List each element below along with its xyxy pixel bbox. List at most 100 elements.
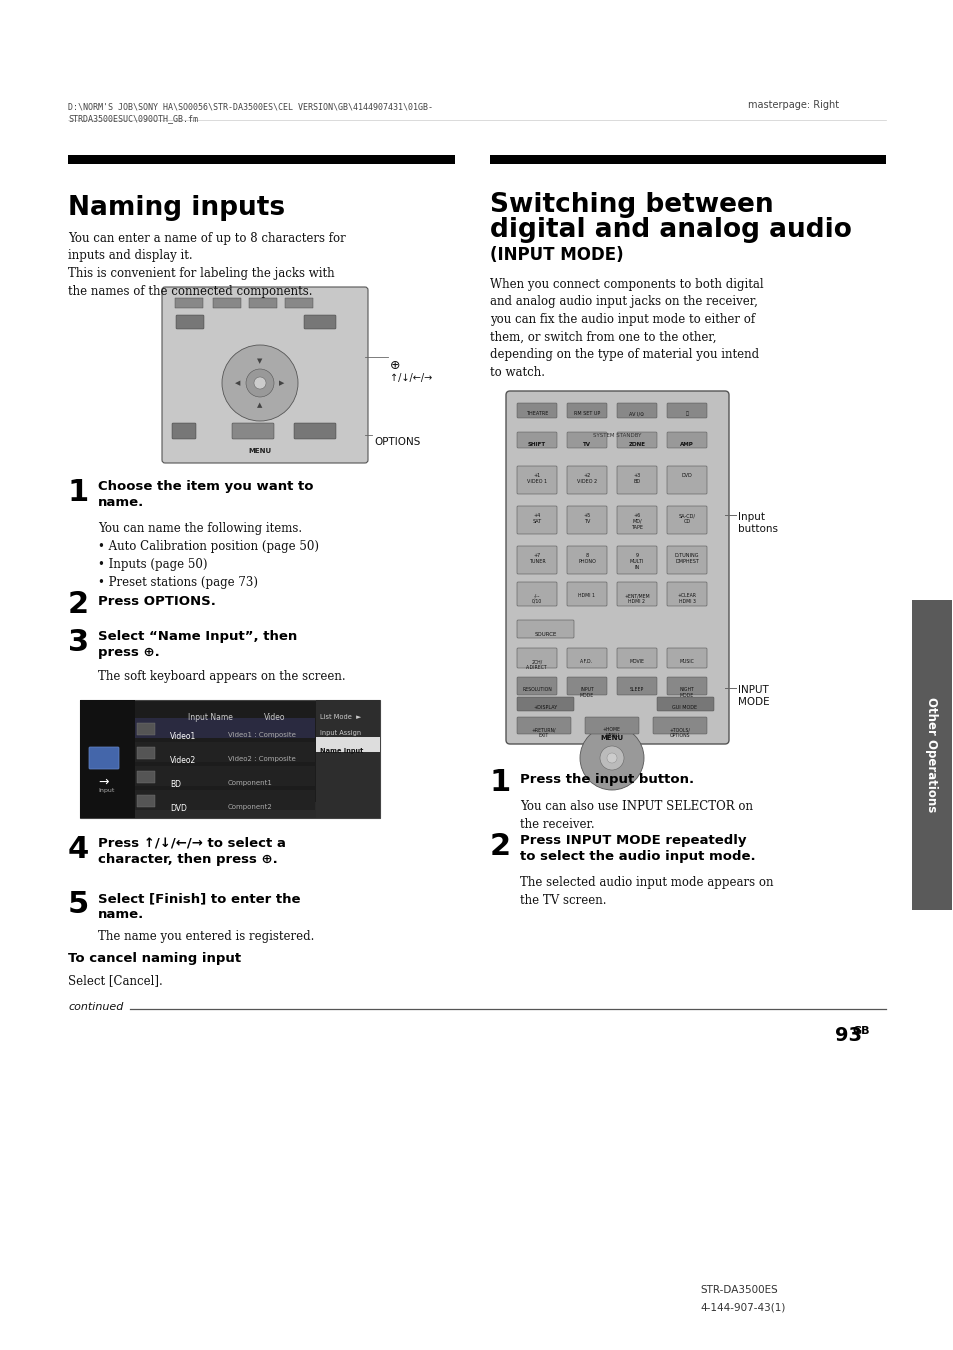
Text: +7
TUNER: +7 TUNER [528,554,545,564]
Text: MOVIE: MOVIE [629,659,644,664]
Text: 1: 1 [68,478,90,508]
FancyBboxPatch shape [517,582,557,606]
Text: D:\NORM'S JOB\SONY HA\SO0056\STR-DA3500ES\CEL VERSION\GB\4144907431\01GB-
STRDA3: D:\NORM'S JOB\SONY HA\SO0056\STR-DA3500E… [68,103,433,123]
Bar [135,790,314,810]
Bar [135,765,314,786]
Circle shape [579,726,643,790]
FancyBboxPatch shape [584,717,639,734]
FancyBboxPatch shape [617,404,657,418]
Text: ↑/↓/←/→: ↑/↓/←/→ [390,373,432,383]
FancyBboxPatch shape [617,506,657,535]
Text: ▲: ▲ [257,402,262,408]
Bar [315,701,379,818]
Bar [135,802,379,818]
Text: The soft keyboard appears on the screen.: The soft keyboard appears on the screen. [98,670,345,683]
Text: SA-CD/
CD: SA-CD/ CD [678,513,695,524]
Text: SLEEP: SLEEP [629,687,643,693]
Bar [315,737,379,752]
Text: +HOME
MENU: +HOME MENU [602,728,620,738]
Text: MUSIC: MUSIC [679,659,694,664]
FancyBboxPatch shape [162,288,368,463]
Bar [135,743,314,761]
FancyBboxPatch shape [566,582,606,606]
Text: +TOOLS/
OPTIONS: +TOOLS/ OPTIONS [669,728,690,738]
Text: 93: 93 [834,1026,862,1045]
Text: Input Assign: Input Assign [319,730,361,736]
FancyBboxPatch shape [617,466,657,494]
Bar [249,298,276,308]
Text: Select [Cancel].: Select [Cancel]. [68,973,163,987]
Text: Video2 : Composite: Video2 : Composite [228,756,295,761]
FancyBboxPatch shape [517,648,557,668]
Text: Input
buttons: Input buttons [738,512,778,535]
Bar [137,795,154,807]
Text: OPTIONS: OPTIONS [374,437,420,447]
Bar [174,298,203,308]
FancyBboxPatch shape [505,392,728,744]
Text: 3: 3 [68,628,89,657]
Text: ◀: ◀ [235,379,240,386]
Text: +CLEAR
HDMI 3: +CLEAR HDMI 3 [677,593,696,603]
Text: NIGHT
MODE: NIGHT MODE [679,687,694,698]
FancyBboxPatch shape [517,404,557,418]
Text: Naming inputs: Naming inputs [68,194,285,221]
Text: 2: 2 [490,832,511,861]
Text: ▼: ▼ [257,358,262,364]
FancyBboxPatch shape [666,404,706,418]
Text: Video2: Video2 [170,756,196,765]
FancyBboxPatch shape [566,676,606,695]
FancyBboxPatch shape [517,676,557,695]
FancyBboxPatch shape [666,582,706,606]
Text: HDMI 1: HDMI 1 [578,593,595,598]
Circle shape [606,753,617,763]
Text: Press INPUT MODE repeatedly
to select the audio input mode.: Press INPUT MODE repeatedly to select th… [519,834,755,863]
Bar [213,298,241,308]
Text: Component1: Component1 [228,780,273,786]
Circle shape [253,377,266,389]
Text: →: → [99,775,110,788]
Text: You can enter a name of up to 8 characters for
inputs and display it.
This is co: You can enter a name of up to 8 characte… [68,232,345,297]
Bar [137,747,154,759]
Text: Video: Video [264,713,286,722]
Text: DVD: DVD [680,472,692,478]
Bar [135,718,314,738]
Text: Press the input button.: Press the input button. [519,774,694,786]
Bar [490,155,885,163]
FancyBboxPatch shape [517,620,574,639]
Text: BD: BD [170,780,181,788]
Text: MENU: MENU [248,448,272,454]
Text: (INPUT MODE): (INPUT MODE) [490,246,623,265]
Text: +6
MD/
TAPE: +6 MD/ TAPE [630,513,642,529]
Text: 2: 2 [68,590,89,620]
FancyBboxPatch shape [566,466,606,494]
Text: MENU: MENU [599,734,623,741]
Text: +ENT/MEM
HDMI 2: +ENT/MEM HDMI 2 [623,593,649,603]
FancyBboxPatch shape [617,582,657,606]
Text: SHIFT: SHIFT [527,441,545,447]
Text: AMP: AMP [679,441,693,447]
Text: 8
PHONO: 8 PHONO [578,554,596,564]
FancyBboxPatch shape [517,432,557,448]
Text: Video1 : Composite: Video1 : Composite [228,732,295,738]
FancyBboxPatch shape [517,697,574,711]
FancyBboxPatch shape [666,432,706,448]
FancyBboxPatch shape [89,747,119,769]
Text: The selected audio input mode appears on
the TV screen.: The selected audio input mode appears on… [519,876,773,906]
Text: Video1: Video1 [170,732,196,741]
Text: +1
VIDEO 1: +1 VIDEO 1 [526,472,546,483]
FancyBboxPatch shape [566,545,606,574]
Text: ZONE: ZONE [628,441,645,447]
FancyBboxPatch shape [657,697,713,711]
Text: SYSTEM STANDBY: SYSTEM STANDBY [592,433,640,437]
Text: ⏻: ⏻ [685,410,688,416]
Bar [137,771,154,783]
FancyBboxPatch shape [652,717,706,734]
Circle shape [599,747,623,769]
Text: 2CH/
A.DIRECT: 2CH/ A.DIRECT [526,659,547,670]
FancyBboxPatch shape [666,648,706,668]
Text: continued: continued [68,1002,123,1012]
Text: digital and analog audio: digital and analog audio [490,217,851,243]
Text: +DISPLAY: +DISPLAY [534,705,558,710]
Text: Select [Finish] to enter the
name.: Select [Finish] to enter the name. [98,892,300,921]
Text: STR-DA3500ES: STR-DA3500ES [700,1285,777,1295]
